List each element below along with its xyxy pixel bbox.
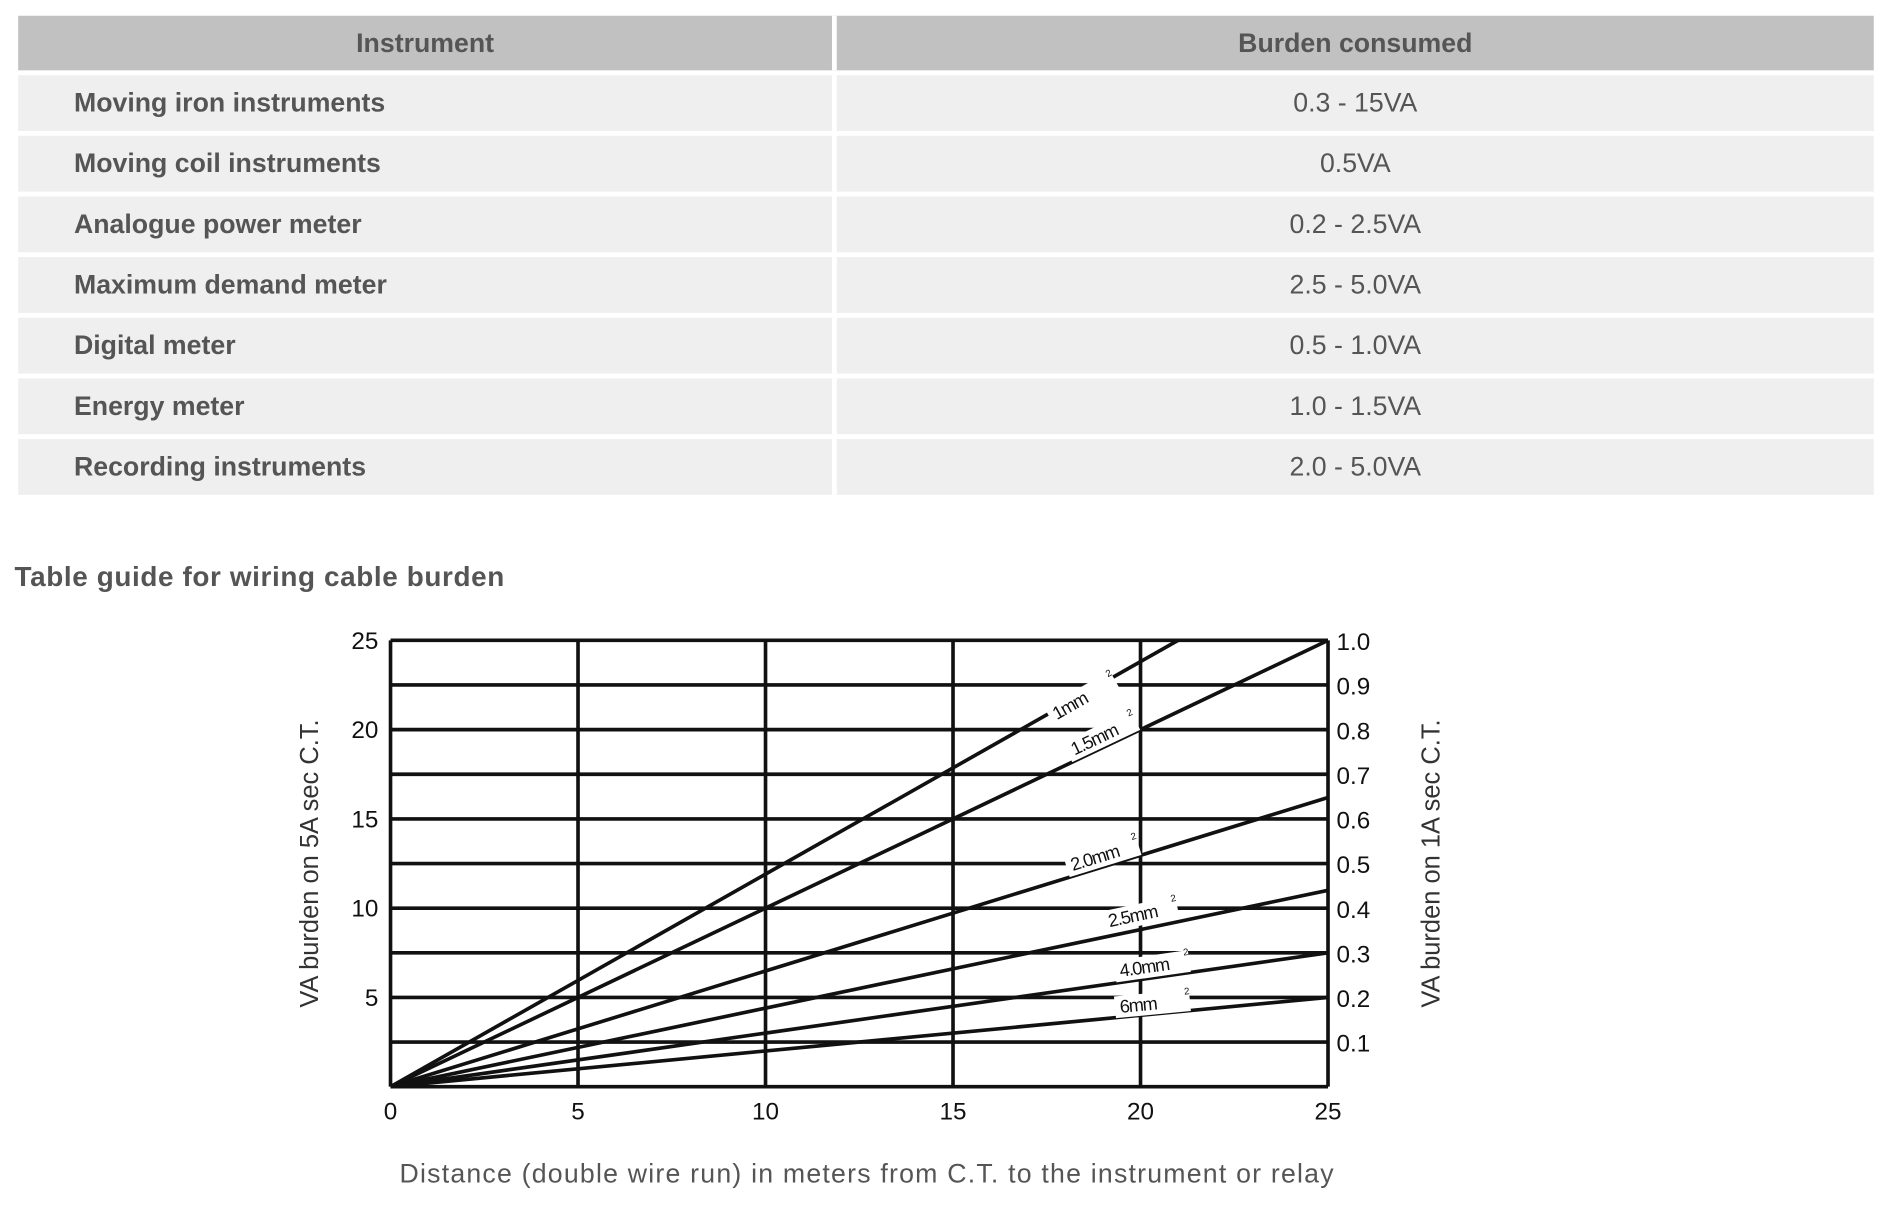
burden-table: Instrument Burden consumed Moving iron i…: [18, 11, 1874, 500]
y-tick-label: 25: [351, 628, 378, 655]
table-row: Analogue power meter 0.2 - 2.5VA: [18, 196, 1874, 253]
y-right-tick-label: 0.2: [1337, 986, 1371, 1013]
series-line-2-0mm: [389, 795, 1329, 1089]
y-right-tick-label: 0.8: [1337, 718, 1371, 745]
x-axis-label: Distance (double wire run) in meters fro…: [399, 1158, 1335, 1189]
series-label-6mm: 6mm 2: [1113, 986, 1191, 1019]
y-right-tick-label: 0.5: [1337, 852, 1371, 879]
table-row: Maximum demand meter 2.5 - 5.0VA: [18, 257, 1874, 313]
instrument-cell: Analogue power meter: [18, 196, 837, 253]
superscript: 2: [1184, 986, 1190, 997]
label-bg: [1063, 834, 1142, 878]
burden-cell: 2.5 - 5.0VA: [836, 257, 1874, 313]
series-line-1-5mm: [389, 638, 1329, 1089]
x-tick-label: 15: [940, 1098, 967, 1125]
y-axis-label: VA burden on 5A sec C.T.: [296, 719, 324, 1007]
x-tick-label: 20: [1127, 1098, 1154, 1125]
y-right-tick-label: 0.4: [1337, 897, 1371, 924]
burden-cell: 0.5 - 1.0VA: [836, 317, 1874, 374]
superscript: 2: [1104, 668, 1114, 680]
y-tick-label: 10: [351, 896, 378, 923]
table-row: Energy meter 1.0 - 1.5VA: [18, 378, 1874, 435]
label-bg: [1062, 710, 1141, 763]
burden-cell: 2.0 - 5.0VA: [836, 439, 1874, 495]
header-burden: Burden consumed: [836, 15, 1874, 71]
section-title: Table guide for wiring cable burden: [14, 560, 505, 592]
series-line-1mm: [389, 638, 1179, 1089]
y-right-tick-label: 0.7: [1337, 763, 1371, 790]
series-line-2-5mm: [390, 888, 1329, 1089]
superscript: 2: [1125, 707, 1135, 719]
instrument-cell: Maximum demand meter: [18, 257, 837, 313]
label-bg: [1044, 670, 1121, 727]
burden-cell: 1.0 - 1.5VA: [836, 378, 1874, 435]
table-row: Recording instruments 2.0 - 5.0VA: [18, 439, 1874, 495]
y-right-tick-label: 0.9: [1337, 674, 1371, 701]
y-right-tick-label: 0.1: [1337, 1031, 1371, 1058]
table-row: Moving coil instruments 0.5VA: [18, 135, 1874, 192]
x-tick-label: 0: [384, 1098, 397, 1125]
label-bg: [1113, 950, 1191, 983]
instrument-cell: Moving iron instruments: [18, 75, 837, 131]
x-tick-label: 10: [752, 1098, 779, 1125]
instrument-cell: Digital meter: [18, 317, 837, 374]
burden-cell: 0.5VA: [836, 135, 1874, 192]
burden-cell: 0.2 - 2.5VA: [836, 196, 1874, 253]
y-right-tick-label: 0.3: [1337, 941, 1371, 968]
y-right-tick-label: 1.0: [1337, 629, 1371, 656]
x-tick-label: 25: [1315, 1098, 1342, 1125]
y-tick-label: 5: [365, 985, 379, 1012]
superscript: 2: [1170, 893, 1178, 905]
table-row: Digital meter 0.5 - 1.0VA: [18, 317, 1874, 374]
y-right-tick-label: 0.6: [1337, 808, 1371, 835]
superscript: 2: [1130, 831, 1138, 843]
y-tick-label: 15: [351, 806, 378, 833]
table-row: Moving iron instruments 0.3 - 15VA: [18, 75, 1874, 131]
instrument-cell: Energy meter: [18, 378, 837, 435]
instrument-cell: Recording instruments: [18, 439, 837, 495]
series-label-text: 6mm: [1119, 993, 1158, 1016]
superscript: 2: [1183, 947, 1190, 959]
header-instrument: Instrument: [18, 15, 837, 71]
label-bg: [1101, 896, 1180, 933]
instrument-cell: Moving coil instruments: [18, 135, 837, 192]
label-bg: [1113, 989, 1191, 1019]
y-axis-label-right: VA burden on 1A sec C.T.: [1418, 719, 1446, 1007]
y-tick-label: 20: [351, 717, 378, 744]
burden-cell: 0.3 - 15VA: [836, 75, 1874, 131]
series-line-4-0mm: [390, 950, 1329, 1089]
x-tick-label: 5: [571, 1098, 585, 1125]
